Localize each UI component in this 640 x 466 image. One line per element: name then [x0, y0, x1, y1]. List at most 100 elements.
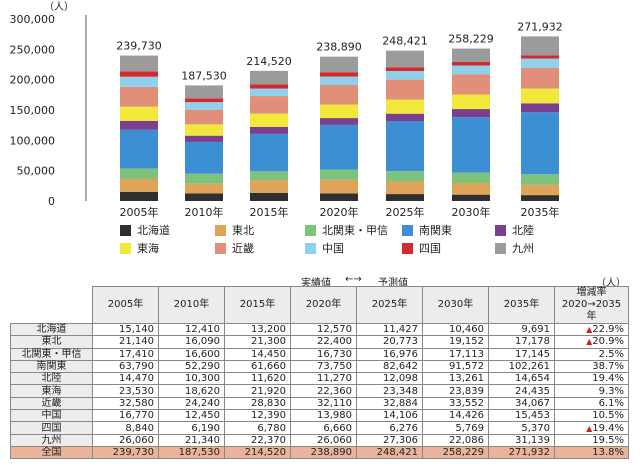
table-cell: 13,261 — [422, 372, 489, 386]
table-cell: 17,410 — [92, 347, 159, 361]
rate-value: 10.5% — [592, 410, 624, 422]
table-cell: 26,060 — [290, 433, 357, 447]
bar-segment — [452, 74, 490, 95]
bar-total-label: 239,730 — [116, 40, 162, 53]
col-header: 2010年 — [158, 286, 225, 324]
bar-segment — [250, 88, 288, 97]
bar-segment — [185, 141, 223, 174]
legend-label: 東北 — [232, 224, 254, 237]
table-row: 中国 16,770 12,450 12,390 13,980 14,106 14,426 15… — [10, 409, 629, 423]
bar-segment — [250, 70, 288, 85]
col-header: 2005年 — [92, 286, 159, 324]
table-cell: 12,390 — [224, 409, 291, 423]
bar-segment — [386, 121, 424, 172]
bar-segment — [185, 173, 223, 184]
table-cell: 28,830 — [224, 396, 291, 411]
row-name: 四国 — [10, 421, 93, 435]
table-cell: 102,261 — [488, 359, 555, 374]
rate-value: 22.9% — [592, 324, 624, 336]
bar-segment — [185, 183, 223, 194]
rate-header-line2: 2020→2035年 — [561, 299, 622, 322]
table-cell: 15,140 — [92, 322, 159, 337]
legend-swatch — [495, 224, 506, 236]
table-cell: 20,773 — [356, 335, 423, 349]
table-cell: 11,620 — [224, 372, 291, 386]
table-cell: 23,839 — [422, 384, 489, 398]
table-row: 九州 26,060 21,340 22,370 26,060 27,306 22,086 31… — [10, 433, 629, 447]
rate-cell: 9.3% — [554, 384, 629, 398]
bar-segment — [386, 171, 424, 182]
row-name: 北海道 — [10, 322, 93, 337]
bar-total-label: 258,229 — [448, 33, 494, 46]
rate-cell: ▲20.9% — [554, 335, 629, 349]
bar-segment — [250, 171, 288, 181]
table-cell: 22,400 — [290, 335, 357, 349]
rate-value: 6.1% — [598, 397, 624, 409]
legend-item: 九州 — [495, 240, 534, 256]
y-tick-label: 150,000 — [10, 104, 56, 117]
legend-swatch — [120, 242, 131, 254]
legend-swatch — [305, 242, 316, 254]
rate-cell: 38.7% — [554, 359, 629, 374]
rate-value: 19.5% — [592, 434, 624, 446]
table-cell: 12,098 — [356, 372, 423, 386]
table-cell: 6,190 — [158, 421, 225, 435]
stacked-bar-chart: 0 50,000 100,000 150,000 200,000 250,000 300,0… — [10, 1, 563, 219]
rate-value: 19.4% — [592, 422, 624, 434]
table-cell: 14,470 — [92, 372, 159, 386]
table-cell: 63,790 — [92, 359, 159, 374]
table-corner — [10, 286, 93, 324]
bar-segment — [120, 191, 158, 201]
table-row: 北海道 15,140 12,410 13,200 12,570 11,427 10,460 9… — [10, 322, 629, 337]
table-cell: 17,113 — [422, 347, 489, 361]
table-cell: 9,691 — [488, 322, 555, 337]
bar-segment — [320, 56, 358, 73]
bar-total-label: 187,530 — [181, 69, 227, 82]
bar-segment — [521, 195, 559, 201]
table-row: 近畿 32,580 24,240 28,830 32,110 32,884 33,552 34… — [10, 396, 629, 411]
forecast-label: 予測値 — [378, 278, 408, 289]
actual-label: 実績値 — [301, 278, 331, 289]
table-cell: 21,340 — [158, 433, 225, 447]
bar-segment — [386, 194, 424, 201]
bar-segment — [521, 58, 559, 68]
legend-swatch — [402, 224, 413, 236]
bar-segment — [185, 124, 223, 136]
bar-segment — [185, 135, 223, 142]
total-row: 全国 239,730 187,530 214,520 238,890 248,421 258… — [10, 445, 629, 460]
table-cell: 248,421 — [356, 445, 423, 460]
table-cell: 6,660 — [290, 421, 357, 435]
legend-label: 九州 — [512, 242, 534, 255]
table-cell: 73,750 — [290, 359, 357, 374]
bar-segment — [521, 184, 559, 196]
table-cell: 238,890 — [290, 445, 357, 460]
table-unit-label: （人） — [596, 278, 626, 289]
rate-cell: 13.8% — [554, 445, 629, 460]
table-cell: 32,580 — [92, 396, 159, 411]
y-tick-label: 200,000 — [10, 74, 56, 87]
row-name: 全国 — [10, 445, 93, 460]
x-tick-label: 2025年 — [386, 205, 425, 219]
table-row: 四国 8,840 6,190 6,780 6,660 6,276 5,769 5,370 ▲19… — [10, 421, 629, 435]
table-cell: 33,552 — [422, 396, 489, 411]
table-cell: 6,780 — [224, 421, 291, 435]
bar-segment — [452, 65, 490, 75]
bar-segment — [120, 120, 158, 130]
table-cell: 21,140 — [92, 335, 159, 349]
bar-segment — [120, 168, 158, 179]
rate-value: 38.7% — [592, 361, 624, 373]
legend-swatch — [495, 242, 506, 254]
row-name: 東海 — [10, 384, 93, 398]
y-tick-label: 0 — [48, 195, 55, 208]
table-cell: 16,600 — [158, 347, 225, 361]
bar-segment — [320, 124, 358, 170]
table-cell: 24,435 — [488, 384, 555, 398]
bar-segment — [120, 55, 158, 72]
bar-segment — [320, 169, 358, 180]
rate-cell: ▲19.4% — [554, 421, 629, 435]
legend-label: 中国 — [322, 242, 344, 255]
table-cell: 258,229 — [422, 445, 489, 460]
table-cell: 187,530 — [158, 445, 225, 460]
table-cell: 27,306 — [356, 433, 423, 447]
table-cell: 31,139 — [488, 433, 555, 447]
